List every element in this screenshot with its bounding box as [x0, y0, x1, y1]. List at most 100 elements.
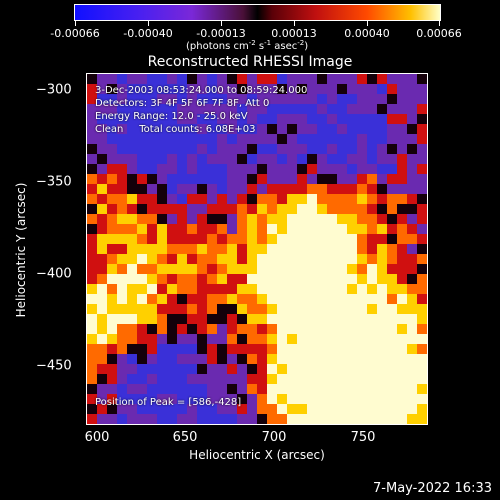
heatmap-cell: [197, 204, 207, 214]
heatmap-cell: [377, 174, 387, 184]
heatmap-cell: [87, 214, 97, 224]
heatmap-cell: [287, 384, 297, 394]
heatmap-cell: [147, 134, 157, 144]
heatmap-cell: [417, 304, 427, 314]
heatmap-cell: [377, 354, 387, 364]
heatmap-cell: [97, 264, 107, 274]
heatmap-cell: [317, 194, 327, 204]
heatmap-cell: [247, 404, 257, 414]
heatmap-cell: [87, 334, 97, 344]
heatmap-cell: [127, 264, 137, 274]
heatmap-cell: [407, 374, 417, 384]
heatmap-cell: [377, 94, 387, 104]
heatmap-cell: [357, 224, 367, 234]
heatmap-cell: [367, 364, 377, 374]
heatmap-cell: [317, 204, 327, 214]
heatmap-cell: [257, 284, 267, 294]
heatmap-cell: [237, 294, 247, 304]
heatmap-cell: [407, 334, 417, 344]
heatmap-cell: [207, 234, 217, 244]
heatmap-cell: [397, 184, 407, 194]
heatmap-cell: [347, 394, 357, 404]
heatmap-cell: [97, 224, 107, 234]
heatmap-cell: [117, 254, 127, 264]
heatmap-cell: [147, 344, 157, 354]
heatmap-cell: [287, 114, 297, 124]
heatmap-cell: [147, 354, 157, 364]
heatmap-cell: [387, 234, 397, 244]
heatmap-cell: [147, 164, 157, 174]
heatmap-cell: [417, 114, 427, 124]
heatmap-cell: [257, 84, 267, 94]
heatmap-cell: [197, 324, 207, 334]
heatmap-cell: [97, 124, 107, 134]
heatmap-cell: [327, 274, 337, 284]
heatmap-cell: [337, 334, 347, 344]
heatmap-cell: [87, 254, 97, 264]
heatmap-cell: [97, 104, 107, 114]
heatmap-cell: [167, 334, 177, 344]
heatmap-cell: [307, 374, 317, 384]
heatmap-cell: [117, 214, 127, 224]
heatmap-cell: [107, 144, 117, 154]
heatmap-cell: [217, 154, 227, 164]
heatmap-cell: [147, 334, 157, 344]
heatmap-cell: [107, 154, 117, 164]
heatmap-cell: [327, 344, 337, 354]
heatmap-cell: [267, 294, 277, 304]
heatmap-cell: [317, 384, 327, 394]
heatmap-cell: [157, 334, 167, 344]
heatmap-cell: [397, 204, 407, 214]
y-tick-label: −400: [36, 266, 72, 282]
heatmap-cell: [187, 134, 197, 144]
heatmap-cell: [297, 304, 307, 314]
heatmap-cell: [117, 284, 127, 294]
heatmap-cell: [197, 264, 207, 274]
heatmap-cell: [167, 384, 177, 394]
heatmap-cell: [317, 244, 327, 254]
heatmap-cell: [407, 104, 417, 114]
heatmap-cell: [417, 324, 427, 334]
heatmap-cell: [97, 394, 107, 404]
heatmap-cell: [97, 364, 107, 374]
heatmap-cell: [417, 84, 427, 94]
heatmap-cell: [287, 354, 297, 364]
heatmap-cell: [357, 174, 367, 184]
heatmap-cell: [337, 144, 347, 154]
heatmap-cell: [137, 104, 147, 114]
heatmap-cell: [187, 304, 197, 314]
heatmap-cell: [217, 204, 227, 214]
heatmap-cell: [397, 394, 407, 404]
heatmap-cell: [267, 364, 277, 374]
heatmap-cell: [307, 414, 317, 424]
heatmap-cell: [167, 234, 177, 244]
heatmap-cell: [347, 344, 357, 354]
heatmap-cell: [387, 264, 397, 274]
heatmap-cell: [87, 384, 97, 394]
heatmap-cell: [387, 314, 397, 324]
heatmap-cell: [207, 84, 217, 94]
heatmap-cell: [297, 364, 307, 374]
heatmap-cell: [417, 184, 427, 194]
heatmap-cell: [337, 234, 347, 244]
heatmap-cell: [227, 354, 237, 364]
heatmap-cell: [377, 344, 387, 354]
heatmap-cell: [187, 94, 197, 104]
heatmap-cell: [377, 84, 387, 94]
x-tick-label: 650: [172, 430, 198, 445]
heatmap-cell: [257, 324, 267, 334]
heatmap-cell: [267, 204, 277, 214]
heatmap-cell: [257, 204, 267, 214]
heatmap-cell: [287, 134, 297, 144]
heatmap-cell: [397, 224, 407, 234]
heatmap-cell: [97, 194, 107, 204]
heatmap-cell: [287, 84, 297, 94]
heatmap-cell: [227, 314, 237, 324]
heatmap-cell: [347, 104, 357, 114]
heatmap-cell: [377, 184, 387, 194]
heatmap-cell: [377, 294, 387, 304]
heatmap-cell: [357, 414, 367, 424]
heatmap-cell: [347, 364, 357, 374]
heatmap-cell: [207, 224, 217, 234]
heatmap-cell: [267, 394, 277, 404]
